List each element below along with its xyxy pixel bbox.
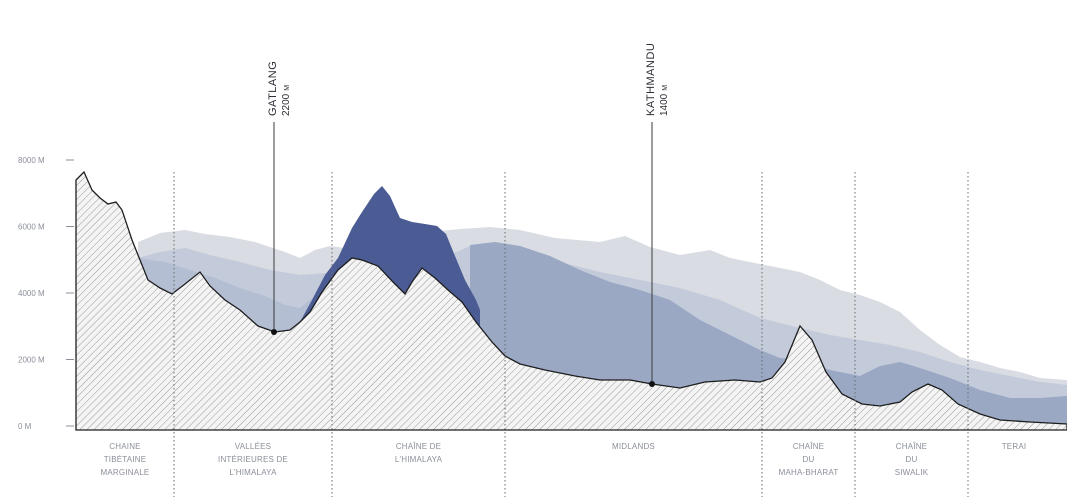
town-altitude-unit: M bbox=[284, 85, 291, 91]
region-label: TIBÉTAINE bbox=[104, 455, 147, 464]
region-labels: CHAINE TIBÉTAINE MARGINALE VALLÉES INTÉRIEUR… bbox=[101, 442, 1027, 477]
region-label: DU bbox=[803, 455, 815, 464]
region-label: SIWALIK bbox=[895, 468, 929, 477]
town-name-label: GATLANG bbox=[267, 61, 279, 116]
y-tick-label: 2000 M bbox=[18, 356, 45, 365]
region-label: L'HIMALAYA bbox=[229, 468, 277, 477]
town-location-dot bbox=[649, 381, 655, 387]
region-label: CHAÎNE bbox=[793, 442, 824, 451]
town-altitude-value: 1400 bbox=[659, 93, 670, 116]
region-label: CHAINE bbox=[109, 442, 140, 451]
y-tick-label: 4000 M bbox=[18, 289, 45, 298]
town-altitude-label: 1400 M bbox=[659, 85, 670, 116]
region-label: MIDLANDS bbox=[612, 442, 655, 451]
town-markers: GATLANG 2200 M KATHMANDU 1400 M bbox=[267, 43, 670, 387]
region-label: L'HIMALAYA bbox=[395, 455, 443, 464]
region-label: DU bbox=[906, 455, 918, 464]
town-altitude-label: 2200 M bbox=[281, 85, 292, 116]
town-location-dot bbox=[271, 329, 277, 335]
region-label: MARGINALE bbox=[101, 468, 150, 477]
region-label: INTÉRIEURES DE bbox=[218, 455, 288, 464]
region-label: VALLÉES bbox=[235, 442, 271, 451]
town-altitude-unit: M bbox=[662, 85, 669, 91]
y-tick-label: 8000 M bbox=[18, 156, 45, 165]
y-tick-label: 6000 M bbox=[18, 223, 45, 232]
town-altitude-value: 2200 bbox=[281, 93, 292, 116]
y-tick-label: 0 M bbox=[18, 422, 32, 431]
region-label: MAHA-BHARAT bbox=[779, 468, 839, 477]
town-name-label: KATHMANDU bbox=[645, 43, 657, 116]
region-label: CHAÎNE DE bbox=[396, 442, 441, 451]
y-axis: 8000 M 6000 M 4000 M 2000 M 0 M bbox=[18, 156, 74, 431]
region-label: CHAÎNE bbox=[896, 442, 927, 451]
foreground-terrain bbox=[75, 170, 1067, 431]
region-label: TERAI bbox=[1002, 442, 1027, 451]
